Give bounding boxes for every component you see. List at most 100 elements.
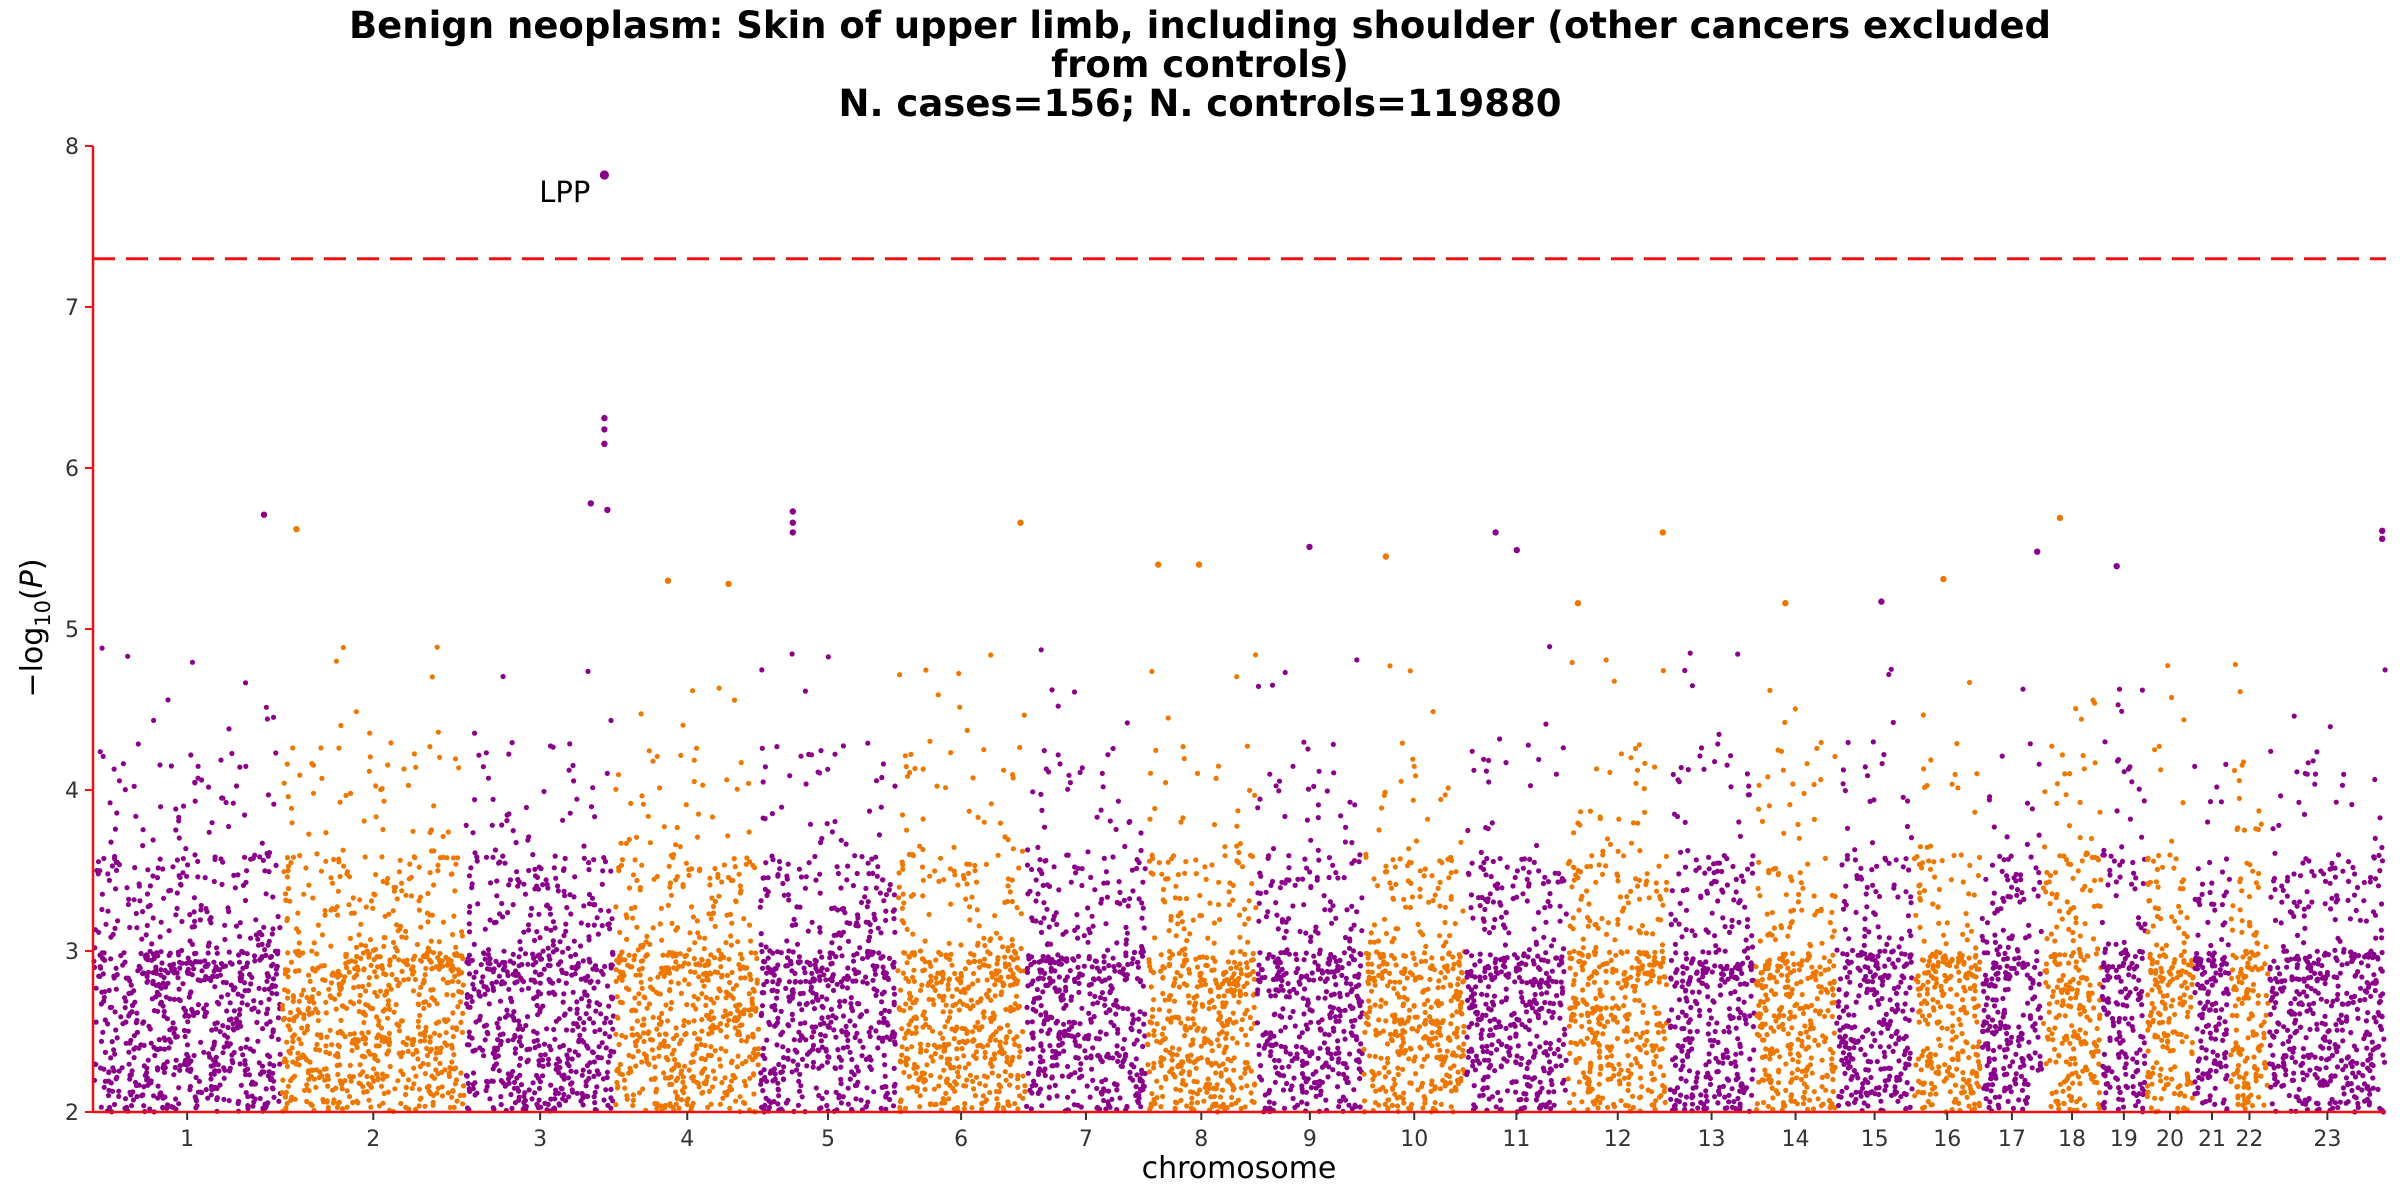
snp-point [830,1013,836,1019]
snp-point [936,1083,942,1089]
snp-point [216,1001,222,1007]
snp-point [229,1052,235,1058]
snp-point [1000,1105,1006,1111]
snp-point [470,1086,476,1092]
snp-point [944,1056,950,1062]
snp-point [1347,799,1353,805]
snp-point [702,1042,708,1049]
snp-point [933,1101,939,1107]
snp-point [347,1062,353,1068]
snp-point [343,960,349,967]
snp-point [691,1018,697,1024]
snp-point [372,892,378,898]
snp-point [553,875,559,881]
snp-point [459,953,465,959]
snp-point [551,1026,557,1033]
snp-point [863,974,869,980]
snp-point [1172,1074,1178,1080]
snp-point [400,1039,406,1045]
snp-point [813,877,819,883]
snp-point [339,980,345,987]
snp-point [354,972,360,978]
snp-point [633,834,640,840]
snp-point [722,1075,728,1081]
snp-point [1062,977,1068,984]
snp-point [556,978,562,984]
snp-point [1182,952,1188,958]
snp-point [1038,1041,1044,1047]
snp-point [1234,858,1240,864]
snp-point [609,950,616,956]
snp-point [854,912,861,918]
snp-point [594,1000,600,1006]
snp-point [493,979,500,985]
snp-point [197,978,204,984]
snp-point [539,1057,546,1063]
snp-point [935,692,941,698]
snp-point [628,800,634,807]
snp-point [1005,1101,1011,1108]
snp-point [157,934,163,940]
snp-point [338,1017,344,1024]
snp-point [810,1064,816,1070]
snp-point [777,866,783,872]
snp-point [1046,924,1052,930]
snp-point [1077,1021,1083,1027]
snp-point [866,808,873,814]
snp-point [970,1038,976,1044]
snp-point [285,868,291,874]
snp-point [1099,896,1105,903]
snp-point [306,1076,312,1082]
snp-point [387,962,393,968]
snp-point [334,1051,341,1057]
snp-point [506,986,512,992]
snp-point [1131,1016,1137,1023]
snp-point [1342,1036,1348,1042]
snp-point [304,1027,310,1033]
snp-point [998,992,1004,998]
snp-point [822,1033,828,1039]
snp-point [614,994,620,1000]
snp-point [736,962,742,968]
snp-point [659,965,665,971]
snp-point [93,1061,99,1067]
snp-point [859,854,865,860]
snp-point [434,644,440,650]
snp-point [214,1095,220,1101]
snp-point [932,1051,938,1057]
snp-point [829,940,835,946]
snp-point [373,1014,380,1020]
snp-point [102,1017,108,1023]
snp-point [290,1034,296,1040]
snp-point [758,1081,764,1087]
snp-point [678,1037,684,1043]
snp-point [212,856,218,863]
snp-point [591,1073,597,1079]
snp-point [792,978,799,985]
snp-point [780,1076,787,1082]
snp-point [1152,935,1158,941]
snp-point [981,747,987,753]
snp-point [134,1094,140,1100]
snp-point [227,1000,233,1006]
snp-point [1038,929,1045,936]
snp-point [280,1006,286,1012]
snp-point [1284,1080,1290,1087]
snp-point [1027,888,1033,894]
snp-point [380,1076,386,1082]
snp-point [1051,864,1057,870]
snp-point [417,957,424,963]
snp-point [799,1007,805,1013]
snp-point [957,704,963,710]
snp-point [996,1089,1002,1095]
snp-point [443,1030,449,1036]
snp-point [514,1075,520,1081]
snp-point [128,1037,134,1043]
snp-point [475,901,481,907]
snp-point [758,1070,764,1076]
snp-point [341,863,347,869]
snp-point [570,1027,576,1033]
snp-point [303,865,309,871]
snp-point [577,1032,583,1038]
snp-point [470,981,476,987]
